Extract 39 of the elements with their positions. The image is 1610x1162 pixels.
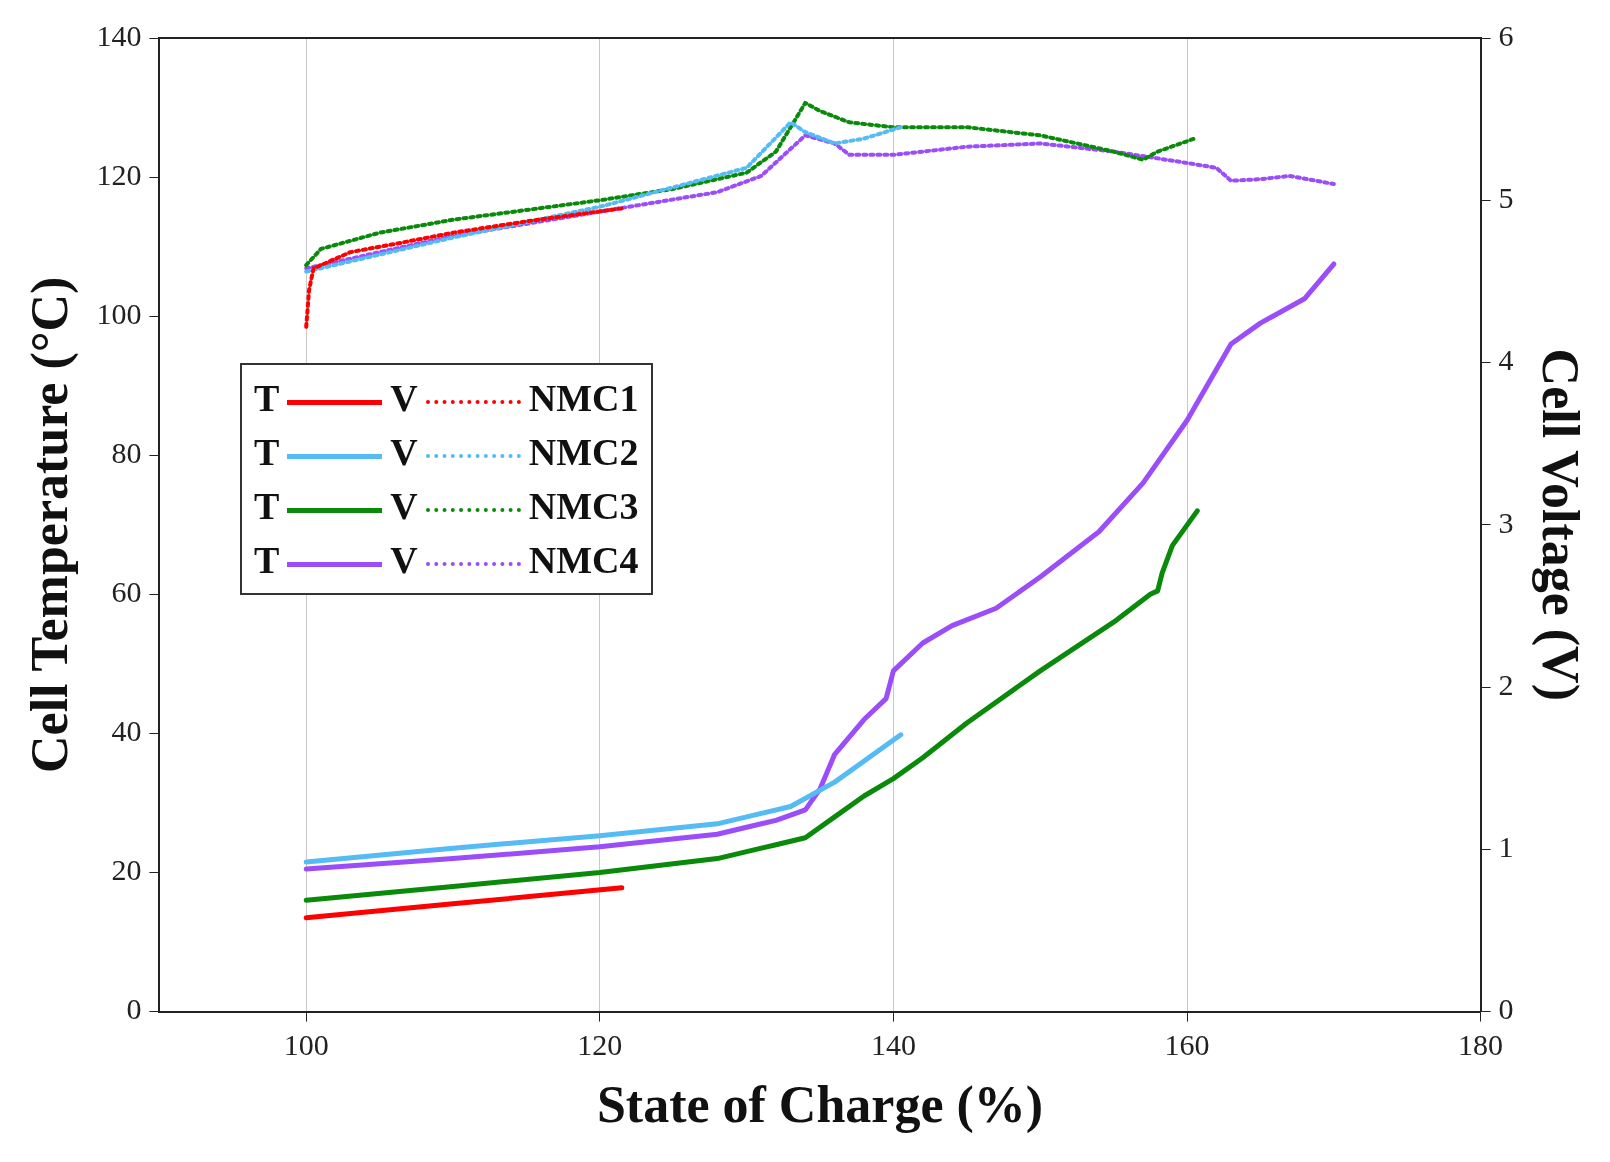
y-tick-label: 80 (111, 436, 142, 470)
y2-tick-label: 1 (1498, 830, 1514, 864)
y2-tick-label: 3 (1498, 505, 1514, 539)
line-series (304, 133, 1336, 271)
legend-label: NMC2 (528, 431, 639, 473)
line-series (304, 206, 624, 329)
y-tick-label: 60 (111, 575, 142, 609)
x-tick-label: 160 (1164, 1028, 1210, 1062)
y2-tick-label: 0 (1498, 992, 1514, 1026)
text: T (254, 539, 280, 581)
y-tick-label: 100 (96, 297, 142, 331)
text: T (254, 485, 280, 527)
x-tick-label: 180 (1458, 1028, 1504, 1062)
y-tick-label: 40 (111, 714, 142, 748)
x-axis-title: State of Charge (%) (596, 1076, 1044, 1135)
x-tick-label: 140 (870, 1028, 916, 1062)
text: V (390, 539, 418, 581)
y2-axis-title: Cell Voltage (V) (1531, 348, 1590, 701)
y2-tick-label: 4 (1498, 343, 1514, 377)
y-tick-label: 0 (126, 992, 142, 1026)
text: V (390, 431, 418, 473)
x-tick-label: 120 (577, 1028, 623, 1062)
y2-tick-label: 6 (1498, 18, 1514, 52)
y-axis-title: Cell Temperature (°C) (20, 276, 79, 774)
line-series (304, 100, 1197, 268)
y2-tick-label: 5 (1498, 181, 1514, 215)
text: V (390, 485, 418, 527)
y-tick-label: 120 (96, 157, 142, 191)
annotation: V (390, 377, 418, 419)
y-tick-label: 20 (111, 853, 142, 887)
legend-label: NMC3 (528, 485, 639, 527)
legend-label: NMC4 (528, 539, 639, 581)
legend-label: NMC1 (528, 377, 639, 419)
y2-tick-label: 2 (1498, 667, 1514, 701)
annotation: T (254, 377, 280, 419)
line-series (304, 120, 903, 274)
y-tick-label: 140 (96, 18, 142, 52)
x-tick-label: 100 (283, 1028, 329, 1062)
text: T (254, 431, 280, 473)
